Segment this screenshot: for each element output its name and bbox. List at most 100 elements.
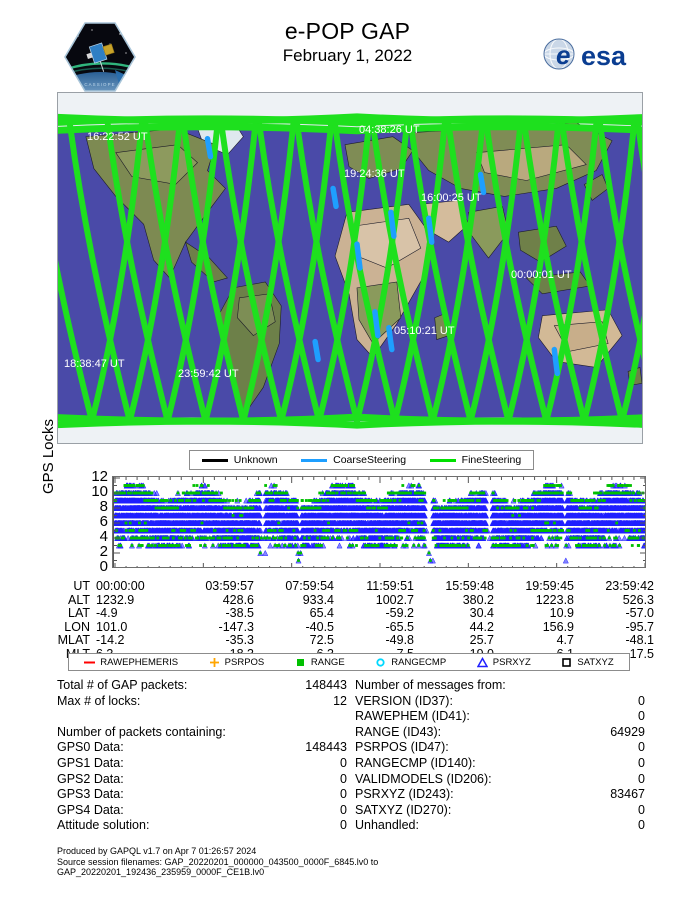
message-statistics: Number of messages from: VERSION (ID37):… [355, 678, 645, 834]
axis-row-key: MLAT [57, 633, 90, 648]
plus-marker-icon [209, 657, 220, 668]
legend-item-finesteering: FineSteering [429, 454, 522, 466]
y-tick: 8 [99, 498, 108, 515]
stat-row: PSRXYZ (ID243): 83467 [355, 787, 645, 803]
axis-cell: -38.5 [225, 606, 255, 621]
stat-row: GPS0 Data: 148443 [57, 740, 347, 756]
legend-item-psrxyz: PSRXYZ [476, 656, 531, 668]
axis-cell: 428.6 [222, 592, 254, 607]
ut-label: 18:38:47 UT [64, 358, 125, 370]
stat-label: SATXYZ (ID270): [355, 802, 452, 817]
footer-provenance: Produced by GAPQL v1.7 on Apr 7 01:26:57… [57, 846, 657, 878]
axis-cell: 156.9 [542, 619, 574, 634]
stat-label: GPS0 Data: [57, 740, 124, 755]
axis-cell: -65.5 [385, 619, 415, 634]
axis-cell: 380.2 [462, 592, 494, 607]
stat-label: GPS4 Data: [57, 802, 124, 817]
y-axis-label: GPS Locks [40, 418, 57, 494]
esa-logo: e esa [539, 33, 649, 75]
world-map-svg [58, 93, 642, 443]
axis-row-key: LON [64, 619, 90, 634]
header: CASSIOPE e-POP GAP February 1, 2022 [0, 0, 695, 92]
dash-marker-icon [84, 657, 96, 668]
stat-value: 0 [638, 818, 645, 833]
stat-label: GPS3 Data: [57, 787, 124, 802]
footer-line: Source session filenames: GAP_20220201_0… [57, 856, 379, 867]
legend-item-coarsesteering: CoarseSteering [301, 454, 406, 466]
stat-value: 0 [638, 771, 645, 786]
spacer [57, 709, 347, 725]
stat-row: RANGECMP (ID140): 0 [355, 756, 645, 772]
legend-label: RANGE [310, 656, 345, 668]
y-tick: 10 [91, 483, 108, 500]
stat-label: VALIDMODELS (ID206): [355, 771, 492, 786]
svg-text:CASSIOPE: CASSIOPE [84, 82, 115, 87]
legend-item-satxyz: SATXYZ [561, 656, 614, 668]
square-marker-icon [295, 657, 306, 668]
axis-cell: 25.7 [469, 633, 494, 648]
stat-value: 0 [638, 693, 645, 708]
svg-text:e: e [556, 40, 570, 70]
axis-cell: 30.4 [469, 606, 494, 621]
stat-value: 0 [340, 787, 347, 802]
stat-row: Attitude solution: 0 [57, 818, 347, 834]
stat-row: PSRPOS (ID47): 0 [355, 740, 645, 756]
y-tick: 0 [99, 558, 108, 575]
axis-cell: 65.4 [309, 606, 334, 621]
stat-value: 12 [333, 693, 347, 708]
stat-label: PSRPOS (ID47): [355, 740, 449, 755]
y-axis-ticks: 12 10 8 6 4 2 0 [84, 469, 108, 574]
legend-item-rangecmp: RANGECMP [375, 657, 446, 668]
y-tick: 6 [99, 513, 108, 530]
axis-row-alt: ALT 1232.9 428.6 933.4 1002.7 380.2 1223… [44, 592, 656, 608]
cassiope-badge: CASSIOPE [62, 20, 138, 94]
axis-cell: 1223.8 [535, 592, 574, 607]
legend-label: Unknown [233, 454, 278, 466]
axis-cell: 19:59:45 [525, 579, 574, 593]
stat-label: Unhandled: [355, 818, 419, 833]
page-title: e-POP GAP [284, 18, 411, 44]
axis-cell: 10.9 [549, 606, 574, 621]
y-tick: 4 [99, 528, 108, 545]
stat-value: 0 [340, 755, 347, 770]
axis-row-mlat: MLAT -14.2 -35.3 72.5 -49.8 25.7 4.7 -48… [44, 634, 656, 648]
stat-label: Total # of GAP packets: [57, 678, 188, 692]
axis-cell: 1232.9 [96, 592, 135, 607]
axis-cell: 00:00:00 [96, 579, 145, 593]
stat-value: 0 [638, 802, 645, 817]
axis-row-key: LAT [68, 606, 90, 621]
stat-value: 0 [638, 740, 645, 755]
axis-cell: 11:59:51 [366, 579, 414, 593]
gps-locks-scatter-svg [113, 477, 645, 567]
packets-heading: Number of packets containing: [57, 724, 226, 739]
stat-value: 0 [340, 818, 347, 833]
world-map-panel: 16:22:52 UT 04:38:26 UT 19:24:36 UT 16:0… [57, 92, 643, 444]
axis-cell: -95.7 [625, 619, 655, 634]
axis-cell: 526.3 [622, 592, 654, 607]
stat-label: Max # of locks: [57, 693, 141, 708]
axis-cell: 44.2 [469, 619, 494, 634]
stat-value: 64929 [610, 724, 645, 739]
axis-cell: -59.2 [385, 606, 415, 621]
ut-label: 05:10:21 UT [394, 325, 455, 337]
stat-value: 0 [340, 771, 347, 786]
ut-label: 19:24:36 UT [344, 168, 405, 180]
footer-line: Produced by GAPQL v1.7 on Apr 7 01:26:57… [57, 846, 257, 856]
axis-cell: -147.3 [218, 619, 254, 634]
legend-label: SATXYZ [577, 656, 614, 668]
stat-label: RANGECMP (ID140): [355, 755, 476, 770]
stat-row: VALIDMODELS (ID206): 0 [355, 772, 645, 788]
axis-cell: 07:59:54 [285, 579, 334, 593]
stat-row: GPS3 Data: 0 [57, 787, 347, 803]
stat-row: GPS2 Data: 0 [57, 772, 347, 788]
axis-cell: -14.2 [96, 633, 125, 648]
title-block: e-POP GAP February 1, 2022 [0, 18, 695, 66]
axis-row-lat: LAT -4.9 -38.5 65.4 -59.2 30.4 10.9 -57.… [44, 607, 656, 621]
gps-locks-plot: GPS Locks 12 10 8 6 4 2 0 [40, 419, 646, 576]
legend-label: FineSteering [461, 454, 522, 466]
stat-row: GPS4 Data: 0 [57, 803, 347, 819]
axis-cell: -40.5 [305, 619, 335, 634]
line-swatch-icon [201, 458, 228, 462]
line-swatch-icon [301, 458, 328, 462]
